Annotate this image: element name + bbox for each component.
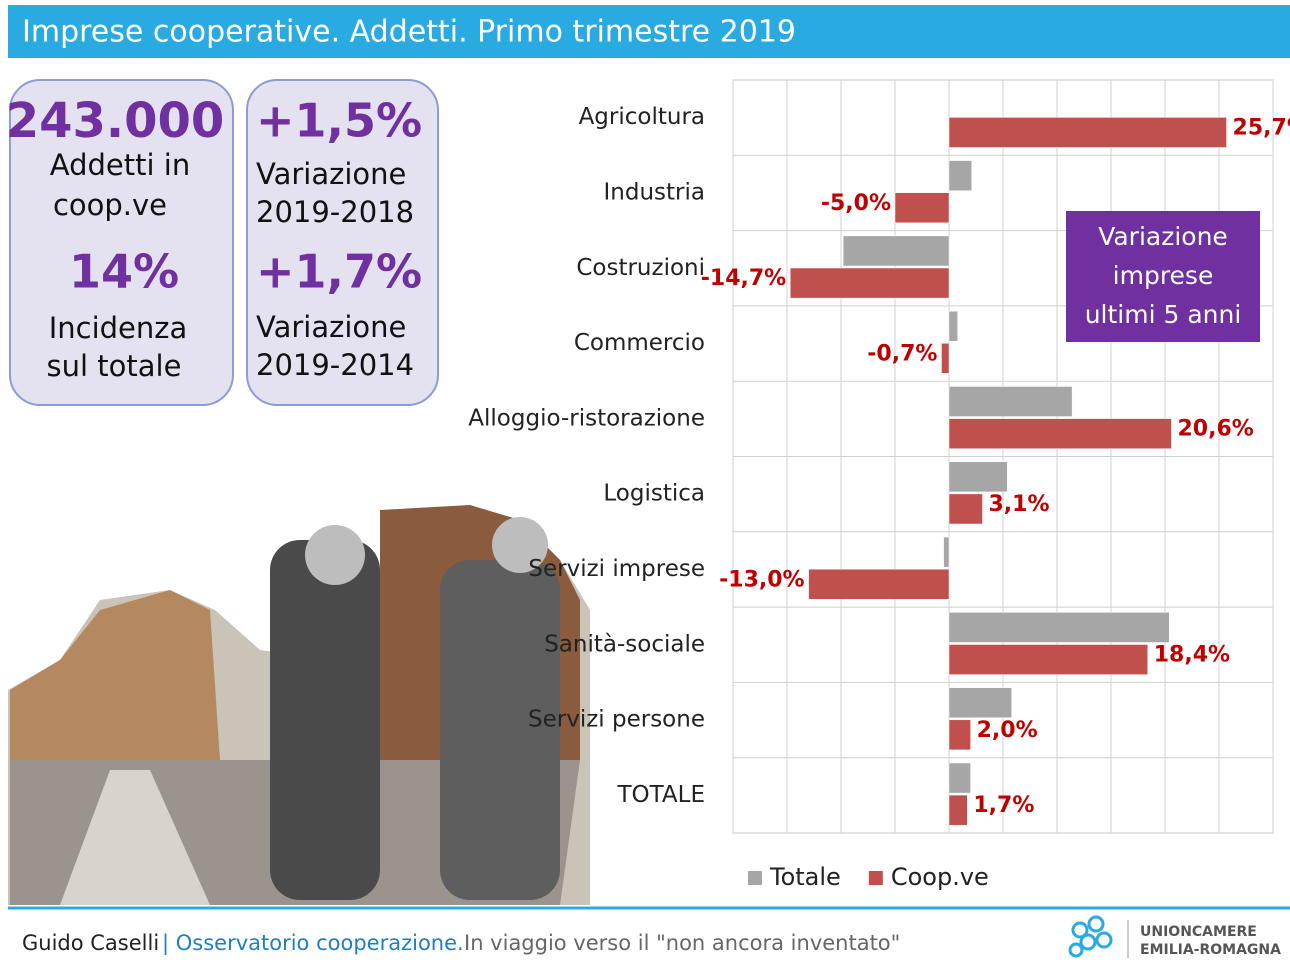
data-label: 2,0% (977, 718, 1038, 743)
legend-label: Totale (769, 863, 841, 891)
kpi-label: Incidenza (49, 311, 188, 345)
category-label: Commercio (574, 330, 705, 356)
bar (949, 386, 1072, 416)
slide: Imprese cooperative. Addetti. Primo trim… (0, 0, 1290, 964)
category-label: Servizi imprese (528, 556, 705, 582)
logo-text: UNIONCAMERE (1140, 924, 1257, 940)
kpi-label: Variazione (256, 157, 406, 191)
legend-swatch (748, 871, 762, 885)
category-label: Sanità-sociale (544, 631, 705, 657)
bar (809, 569, 949, 599)
kpi-value: +1,5% (256, 94, 422, 148)
bar (843, 236, 949, 266)
bar (949, 419, 1171, 449)
bar (949, 644, 1148, 674)
kpi-label: Addetti in (50, 148, 190, 182)
kpi-label: Variazione (256, 310, 406, 344)
category-label: Logistica (603, 481, 705, 507)
category-label: Industria (604, 179, 705, 205)
bar (949, 117, 1227, 147)
annotation-text: ultimi 5 anni (1085, 300, 1242, 329)
kpi-label: 2019-2014 (256, 348, 414, 382)
kpi-value: +1,7% (256, 245, 422, 299)
bar (949, 494, 982, 524)
category-label: TOTALE (617, 782, 706, 808)
annotation-text: imprese (1113, 261, 1214, 290)
bar (949, 763, 971, 793)
category-label: Agricoltura (579, 104, 705, 130)
annotation-text: Variazione (1098, 222, 1228, 251)
bar (949, 311, 958, 341)
footer-tagline: In viaggio verso il "non ancora inventat… (464, 931, 900, 955)
kpi-label: coop.ve (53, 188, 167, 222)
logo-text: EMILIA-ROMAGNA (1140, 942, 1281, 958)
data-label: -0,7% (867, 341, 937, 366)
logo-mark (1070, 917, 1111, 956)
data-label: 3,1% (988, 492, 1049, 517)
bar (944, 537, 949, 567)
bar (949, 161, 972, 191)
kpi-value: 243.000 (6, 93, 225, 149)
legend-label: Coop.ve (891, 863, 989, 891)
category-label: Servizi persone (528, 707, 705, 733)
photo (8, 505, 590, 905)
data-label: -13,0% (719, 567, 804, 592)
category-label: Alloggio-ristorazione (468, 405, 705, 431)
bar (949, 795, 967, 825)
data-label: 18,4% (1154, 643, 1230, 668)
category-label: Costruzioni (576, 255, 705, 281)
bar (949, 612, 1169, 642)
bar (949, 688, 1012, 718)
footer-author: Guido Caselli (22, 931, 159, 955)
bar (895, 193, 949, 223)
data-label: 25,7% (1233, 115, 1290, 140)
bar (949, 720, 971, 750)
data-label: 20,6% (1177, 417, 1253, 442)
kpi-label: 2019-2018 (256, 195, 414, 229)
data-label: -5,0% (821, 191, 891, 216)
slide-title: Imprese cooperative. Addetti. Primo trim… (22, 15, 796, 50)
footer-project: | Osservatorio cooperazione. (162, 931, 464, 956)
bar (949, 462, 1007, 492)
bar (790, 268, 949, 298)
data-label: -14,7% (701, 266, 786, 291)
kpi-label: sul totale (47, 349, 182, 383)
legend-swatch (869, 871, 883, 885)
data-label: 1,7% (973, 793, 1034, 818)
bar (941, 343, 949, 373)
kpi-value: 14% (69, 245, 179, 299)
